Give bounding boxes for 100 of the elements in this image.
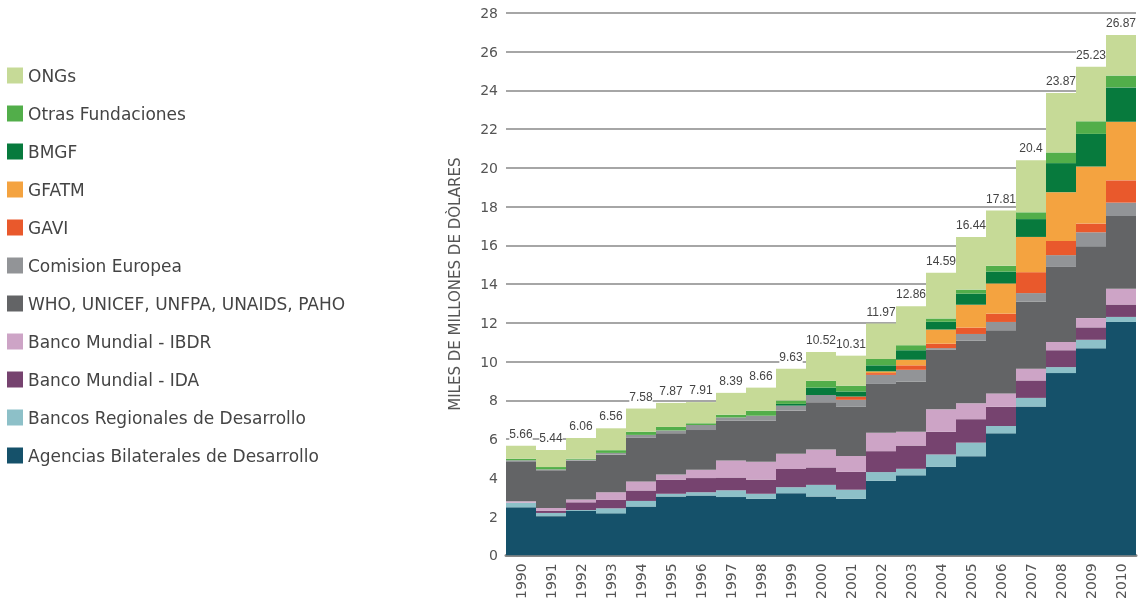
legend-label: Agencias Bilaterales de Desarrollo: [28, 445, 319, 466]
bar: [1046, 255, 1076, 267]
x-tick-label: 1991: [543, 563, 559, 600]
y-tick-label: 2: [489, 508, 498, 525]
bar: [1106, 87, 1136, 122]
bar: [866, 358, 896, 366]
bar: [1106, 316, 1136, 322]
total-label: 11.97: [866, 304, 896, 319]
bar: [536, 512, 566, 517]
x-tick-label: 1999: [783, 563, 799, 600]
bar: [1076, 339, 1106, 349]
bar: [626, 500, 656, 507]
bar: [926, 321, 956, 330]
total-label: 25.23: [1075, 47, 1107, 62]
legend-label: WHO, UNICEF, UNFPA, UNAIDS, PAHO: [28, 293, 346, 314]
bar: [866, 365, 896, 372]
y-tick-label: 16: [480, 237, 499, 254]
bar: [1106, 202, 1136, 216]
y-tick-label: 24: [480, 82, 499, 99]
legend-label: Banco Mundial - IBDR: [28, 331, 212, 352]
bar: [1076, 327, 1106, 340]
bar: [1046, 350, 1076, 368]
y-axis-title: MILES DE MILLONES DE DÒLARES: [444, 157, 464, 411]
x-tick-label: 2004: [933, 563, 949, 600]
y-tick-label: 12: [480, 314, 498, 331]
bar: [1046, 152, 1076, 164]
y-tick-label: 8: [489, 392, 498, 409]
x-tick-label: 2000: [813, 563, 829, 600]
bar: [926, 343, 956, 349]
total-label: 10.31: [835, 336, 867, 351]
x-tick-label: 1992: [573, 563, 589, 600]
bar: [686, 425, 716, 431]
bar: [896, 345, 926, 351]
bar: [1016, 380, 1046, 398]
x-tick-label: 2003: [903, 563, 919, 600]
bar: [896, 350, 926, 360]
bar: [1016, 219, 1046, 237]
x-tick-label: 1996: [693, 563, 709, 600]
y-tick-label: 6: [489, 431, 499, 448]
x-tick-label: 2001: [843, 563, 859, 600]
y-tick-label: 14: [480, 276, 499, 293]
bar: [956, 327, 986, 334]
x-tick-label: 1994: [633, 563, 649, 600]
bar: [956, 289, 986, 294]
x-tick-label: 2009: [1083, 563, 1099, 600]
total-label: 7.58: [629, 389, 653, 404]
bar: [1106, 304, 1136, 317]
total-label: 7.87: [659, 383, 683, 398]
bar: [956, 333, 986, 341]
bar: [1016, 293, 1046, 302]
total-label: 26.87: [1105, 16, 1137, 31]
x-tick-label: 1998: [753, 563, 769, 600]
bar: [896, 365, 926, 370]
bar: [1076, 121, 1106, 134]
y-tick-label: 26: [480, 43, 499, 60]
bar: [986, 321, 1016, 331]
x-tick-label: 1993: [603, 563, 619, 600]
y-tick-label: 4: [489, 469, 499, 486]
total-label: 8.39: [719, 373, 743, 388]
y-tick-label: 18: [480, 198, 498, 215]
legend-label: Comision Europea: [28, 255, 182, 276]
bar: [1076, 223, 1106, 233]
bar: [626, 481, 656, 491]
legend-label: BMGF: [28, 141, 78, 162]
bar: [956, 293, 986, 305]
x-tick-label: 2005: [963, 563, 979, 600]
x-tick-label: 2002: [873, 563, 889, 600]
bar: [986, 425, 1016, 434]
bar: [1046, 341, 1076, 351]
total-label: 20.4: [1019, 141, 1043, 156]
y-tick-label: 22: [480, 121, 498, 138]
bar: [596, 492, 626, 500]
bar: [926, 329, 956, 344]
total-label: 17.81: [985, 191, 1017, 206]
bar: [986, 265, 1016, 272]
bar: [1106, 75, 1136, 88]
y-tick-label: 28: [480, 5, 498, 21]
total-label: 14.59: [925, 253, 957, 268]
total-label: 5.66: [509, 426, 533, 441]
legend-label: GAVI: [28, 217, 69, 238]
y-tick-label: 10: [480, 353, 498, 370]
bar: [1076, 232, 1106, 247]
total-label: 9.63: [779, 349, 803, 364]
total-label: 8.66: [749, 368, 773, 383]
total-label: 6.56: [599, 409, 623, 424]
bar: [986, 313, 1016, 322]
bar: [986, 271, 1016, 284]
x-tick-label: 2010: [1113, 563, 1129, 600]
bar: [656, 430, 686, 434]
bar: [1106, 288, 1136, 305]
bar: [836, 396, 866, 400]
x-tick-label: 1997: [723, 563, 739, 600]
x-tick-label: 2008: [1053, 563, 1069, 600]
y-tick-label: 20: [480, 159, 498, 176]
bar: [926, 318, 956, 322]
total-label: 5.44: [539, 431, 563, 445]
total-label: 16.44: [955, 217, 987, 232]
bar: [1046, 240, 1076, 256]
y-tick-label: 0: [489, 547, 498, 564]
total-label: 23.87: [1045, 74, 1077, 88]
